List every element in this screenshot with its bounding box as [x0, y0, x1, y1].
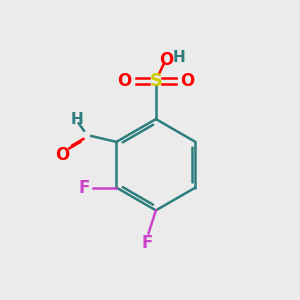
- Text: O: O: [55, 146, 69, 164]
- Text: O: O: [181, 72, 195, 90]
- Text: F: F: [78, 178, 90, 196]
- Text: O: O: [159, 51, 173, 69]
- Text: O: O: [117, 72, 131, 90]
- Text: H: H: [70, 112, 83, 127]
- Text: S: S: [149, 72, 162, 90]
- Text: F: F: [141, 234, 153, 252]
- Text: H: H: [172, 50, 185, 65]
